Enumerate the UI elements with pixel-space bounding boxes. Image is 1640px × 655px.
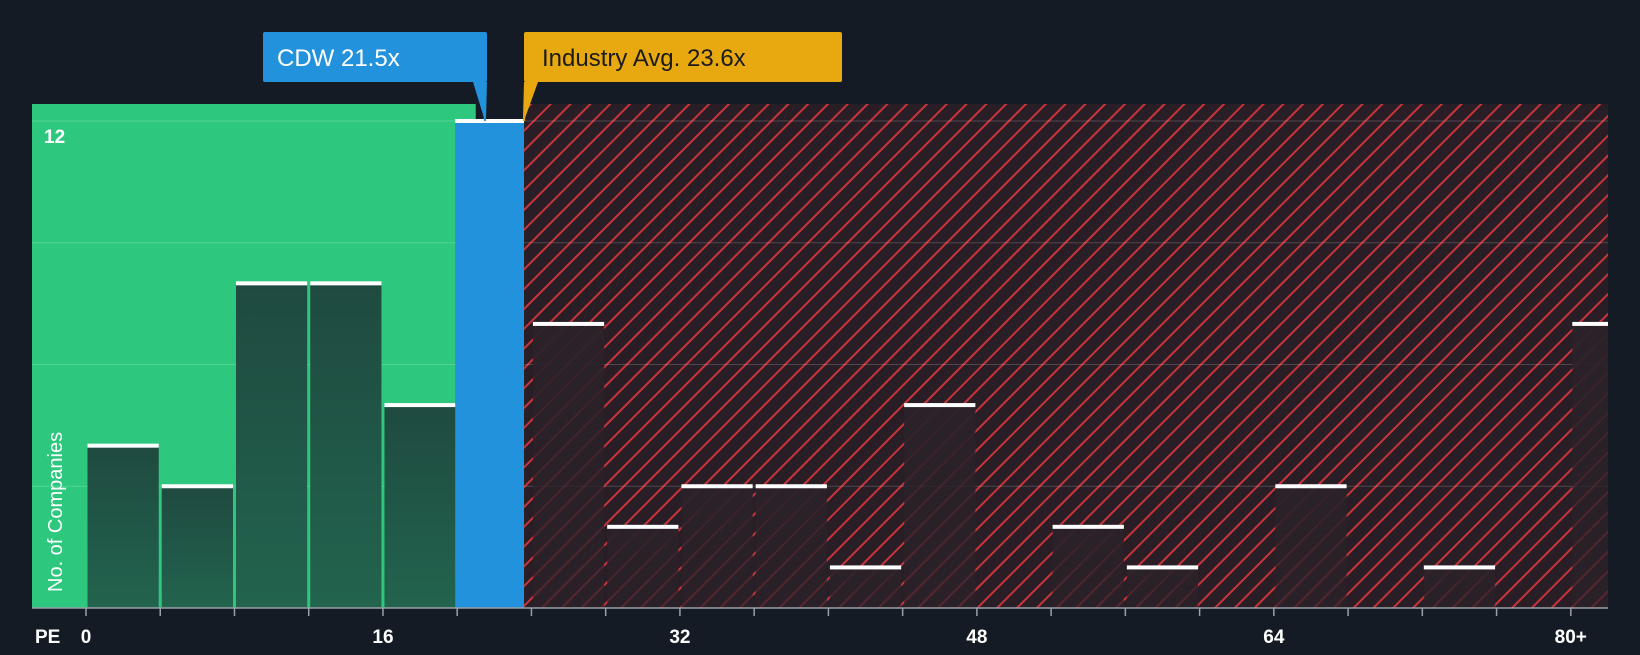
bar-bin-28 xyxy=(607,526,679,608)
callouts: CDW 21.5x Industry Avg. 23.6x xyxy=(263,32,842,122)
x-axis-title: PE xyxy=(35,627,60,648)
bar-bin-64 xyxy=(1275,486,1347,608)
industry-callout-box xyxy=(524,32,842,82)
x-tick-label: 32 xyxy=(669,627,690,648)
bar-top-marker xyxy=(1275,484,1347,489)
bar-top-marker xyxy=(1126,565,1199,570)
y-axis-title: No. of Companies xyxy=(45,432,67,592)
x-tick-label: 80+ xyxy=(1555,627,1587,648)
bar-bin-16 xyxy=(384,405,456,608)
x-tick-label: 0 xyxy=(81,627,92,648)
bar-top-marker xyxy=(455,119,525,123)
bar-top-marker xyxy=(681,484,753,489)
bar-bin-72 xyxy=(1423,567,1496,608)
bar-top-marker xyxy=(235,281,308,286)
bar-top-marker xyxy=(607,524,679,529)
bar-top-marker xyxy=(1423,565,1496,570)
industry-callout-pointer xyxy=(523,82,538,118)
bar-top-marker xyxy=(1572,321,1608,326)
bar-bin-40 xyxy=(829,567,902,608)
bar-top-marker xyxy=(161,484,233,489)
company-callout-box xyxy=(263,32,487,82)
bar-top-marker xyxy=(310,281,382,286)
bar-top-marker xyxy=(87,443,159,448)
bar-bin-32 xyxy=(681,486,753,608)
x-tick-label: 48 xyxy=(966,627,987,648)
bar-bin-8 xyxy=(235,283,308,608)
bar-top-marker xyxy=(829,565,902,570)
industry-callout-leader xyxy=(523,81,527,122)
bar-bin-0 xyxy=(87,445,159,608)
bar-bin-56 xyxy=(1126,567,1199,608)
bar-top-marker xyxy=(1052,524,1124,529)
bar-top-marker xyxy=(384,403,456,408)
x-tick-label: 64 xyxy=(1263,627,1285,648)
bar-bin-80 xyxy=(1572,323,1608,608)
bar-bin-52 xyxy=(1052,526,1124,608)
y-tick-label-12: 12 xyxy=(44,127,65,148)
bar-bin-36 xyxy=(755,486,827,608)
industry-callout-label: Industry Avg. 23.6x xyxy=(542,45,746,72)
bar-top-marker xyxy=(755,484,827,489)
bar-top-marker xyxy=(532,321,605,326)
histogram-bars xyxy=(87,119,1608,608)
company-callout-leader xyxy=(479,81,487,122)
bar-top-marker xyxy=(904,403,976,408)
bar-highlight-company-bin xyxy=(455,121,525,608)
x-tick-label: 16 xyxy=(372,627,393,648)
bar-bin-12 xyxy=(310,283,382,608)
bar-bin-44 xyxy=(904,405,976,608)
x-axis: 0 16 32 48 64 80+ xyxy=(32,607,1608,648)
bar-bin-24 xyxy=(532,323,605,608)
company-callout-label: CDW 21.5x xyxy=(277,45,400,72)
bar-bin-4 xyxy=(161,486,233,608)
